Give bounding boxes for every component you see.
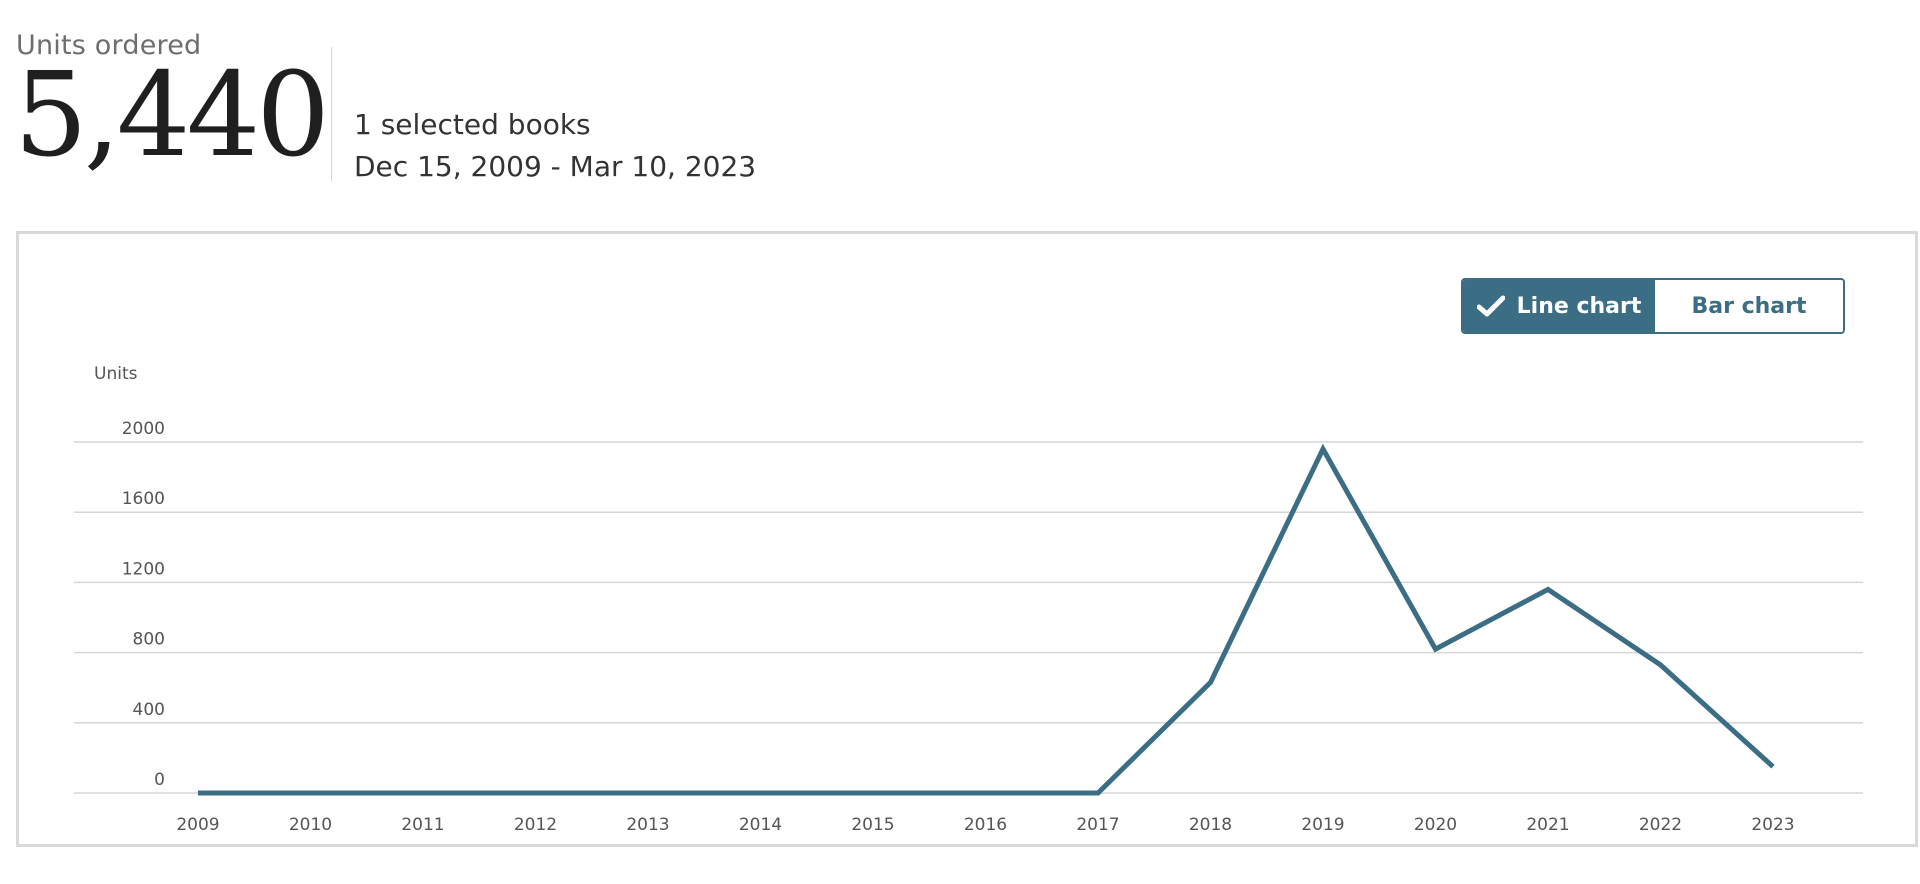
- y-tick-label: 2000: [122, 419, 165, 439]
- bar-chart-button-label: Bar chart: [1691, 293, 1807, 319]
- x-tick-label: 2011: [401, 815, 444, 835]
- chart-type-toggle[interactable]: Line chart Bar chart: [1461, 278, 1845, 334]
- y-tick-label: 1600: [122, 489, 165, 509]
- y-tick-label: 0: [154, 770, 165, 790]
- x-tick-label: 2023: [1751, 815, 1794, 835]
- x-tick-label: 2015: [851, 815, 894, 835]
- x-tick-labels: 2009 2010 2011 2012 2013 2014 2015 2016 2017 2018…: [176, 815, 1794, 835]
- line-chart-button[interactable]: Line chart: [1463, 280, 1655, 332]
- date-range: Dec 15, 2009 - Mar 10, 2023: [354, 150, 757, 183]
- series-group: [198, 443, 1775, 796]
- x-tick-label: 2022: [1639, 815, 1682, 835]
- bar-chart-button[interactable]: Bar chart: [1655, 280, 1843, 332]
- x-tick-label: 2017: [1076, 815, 1119, 835]
- x-tick-label: 2009: [176, 815, 219, 835]
- x-tick-label: 2016: [964, 815, 1007, 835]
- x-tick-label: 2013: [626, 815, 669, 835]
- metric-value: 5,440: [14, 48, 330, 183]
- series-line: [198, 443, 1775, 796]
- x-tick-label: 2014: [739, 815, 782, 835]
- metric-label: Units ordered: [16, 30, 202, 61]
- line-chart-button-label: Line chart: [1516, 293, 1642, 319]
- check-icon: [1476, 295, 1505, 317]
- summary-divider: [331, 47, 332, 181]
- y-tick-label: 400: [133, 700, 165, 720]
- gridlines: [74, 441, 1863, 794]
- x-tick-label: 2019: [1301, 815, 1344, 835]
- y-tick-label: 1200: [122, 559, 165, 579]
- x-tick-label: 2010: [289, 815, 332, 835]
- x-tick-label: 2021: [1526, 815, 1569, 835]
- y-axis-title: Units: [94, 364, 138, 384]
- x-tick-label: 2012: [514, 815, 557, 835]
- selection-count: 1 selected books: [354, 108, 591, 141]
- y-tick-label: 800: [133, 630, 165, 650]
- y-tick-labels: 0 400 800 1200 1600 2000: [122, 419, 165, 790]
- summary-header: Units ordered 5,440 1 selected books Dec…: [0, 0, 1920, 230]
- x-tick-label: 2018: [1189, 815, 1232, 835]
- x-tick-label: 2020: [1414, 815, 1457, 835]
